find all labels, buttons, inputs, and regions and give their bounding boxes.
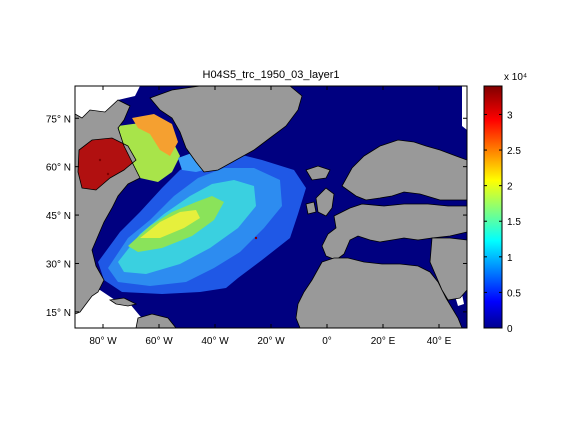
lat-tick-label-3: 30° N xyxy=(46,259,71,270)
lon-tick-label-1: 60° W xyxy=(145,336,173,347)
lon-tick-label-6: 40° E xyxy=(427,336,452,347)
cbar-tick-label-2: 1 xyxy=(507,253,513,264)
tracer-shelf-yellow xyxy=(140,210,200,238)
land-africa xyxy=(295,257,463,328)
land-greenland xyxy=(149,86,303,173)
colorbar-exponent: x 10⁴ xyxy=(504,72,527,83)
longitude-axis: 80° W 60° W 40° W 20° W 0° 20° E 40° E xyxy=(89,86,452,347)
nodata-caribbean xyxy=(75,290,152,328)
cbar-tick-label-5: 2.5 xyxy=(507,146,521,157)
lon-tick-label-4: 0° xyxy=(322,336,332,347)
cbar-tick-label-0: 0 xyxy=(507,324,513,335)
lon-tick-label-0: 80° W xyxy=(89,336,117,347)
nodata-east-edge xyxy=(462,86,467,130)
land-north-america xyxy=(75,99,141,315)
cbar-tick-label-6: 3 xyxy=(507,110,513,121)
lon-tick-label-5: 20° E xyxy=(371,336,396,347)
lat-tick-label-4: 15° N xyxy=(46,308,71,319)
cbar-tick-label-1: 0.5 xyxy=(507,288,521,299)
colorbar-axis: 0 0.5 1 1.5 2 2.5 3 xyxy=(484,110,521,335)
map-title: H04S5_trc_1950_03_layer1 xyxy=(203,69,340,81)
latitude-axis: 75° N 60° N 45° N 30° N 15° N xyxy=(46,114,467,319)
land-cuba xyxy=(108,297,138,307)
land-middle-east xyxy=(429,237,467,301)
tracer-baffin-orange xyxy=(132,114,178,156)
land-great-britain xyxy=(315,187,335,217)
speck-1 xyxy=(98,158,102,162)
tracer-hudson-bay xyxy=(78,138,136,190)
land-ireland xyxy=(305,201,317,215)
tracer-field xyxy=(78,114,306,294)
speck-2 xyxy=(106,172,110,176)
colorbar xyxy=(483,85,503,329)
land-europe xyxy=(321,203,467,261)
lat-tick-label-0: 75° N xyxy=(46,114,71,125)
land-masses xyxy=(75,86,467,328)
tracer-specks xyxy=(98,158,258,240)
cbar-tick-label-4: 2 xyxy=(507,182,513,193)
cbar-tick-label-3: 1.5 xyxy=(507,217,521,228)
lat-tick-label-1: 60° N xyxy=(46,163,71,174)
speck-3 xyxy=(254,236,258,240)
plot-area xyxy=(75,86,467,328)
lon-tick-label-2: 40° W xyxy=(201,336,229,347)
lon-tick-label-3: 20° W xyxy=(257,336,285,347)
land-scandinavia xyxy=(341,139,467,201)
land-iceland xyxy=(305,165,331,181)
lat-tick-label-2: 45° N xyxy=(46,211,71,222)
land-south-america xyxy=(135,313,177,328)
